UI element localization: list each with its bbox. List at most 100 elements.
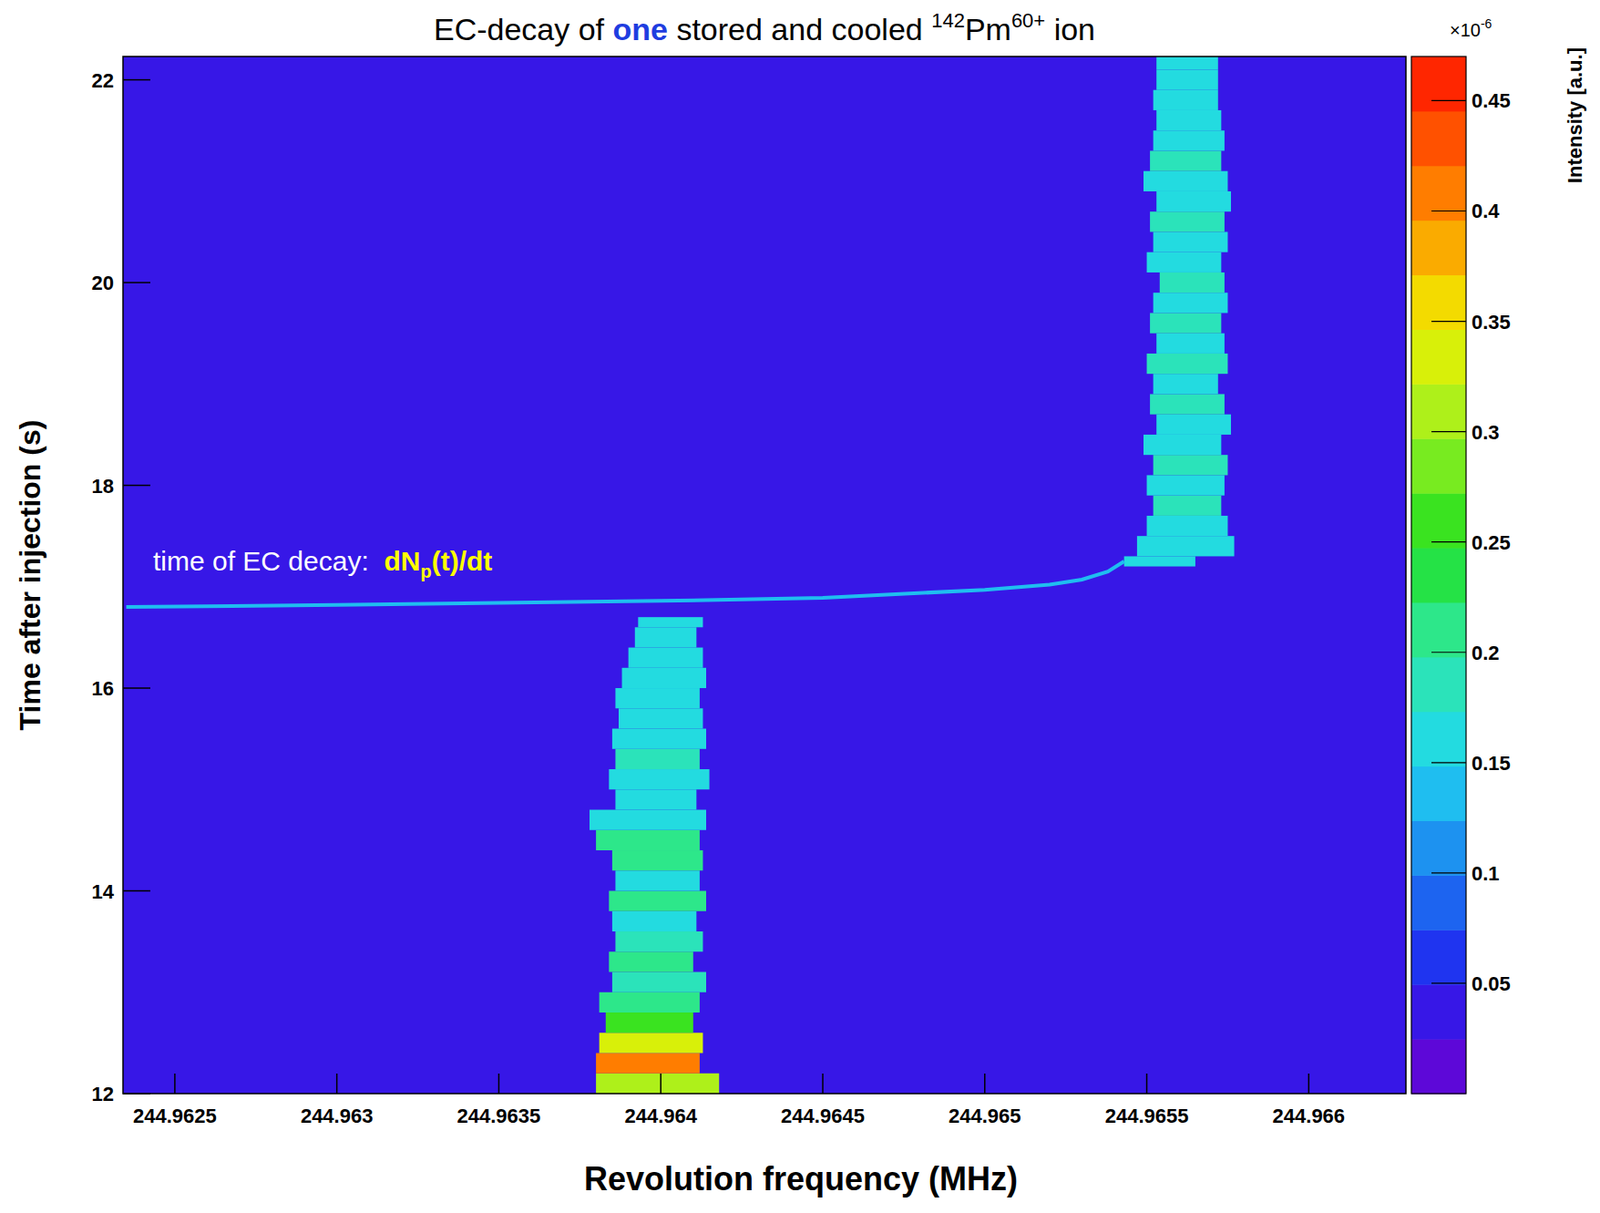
colorbar-tick-label: 0.05 bbox=[1471, 972, 1511, 995]
heat-cell bbox=[612, 911, 697, 932]
heat-cell bbox=[637, 616, 703, 627]
frame bbox=[123, 56, 1406, 1094]
colorbar-tick bbox=[1431, 320, 1467, 322]
colorbar-tick bbox=[1431, 761, 1467, 763]
x-tick bbox=[1308, 1073, 1311, 1094]
x-tick-label: 244.9625 bbox=[133, 1104, 217, 1128]
colorbar-tick-label: 0.25 bbox=[1471, 531, 1511, 554]
heat-cell bbox=[1147, 515, 1229, 536]
y-tick bbox=[123, 484, 151, 487]
x-tick-label: 244.9645 bbox=[780, 1104, 865, 1128]
heat-cell bbox=[608, 951, 693, 972]
colorbar-band bbox=[1411, 275, 1467, 330]
annotation: time of EC decay: dNp(t)/dt bbox=[153, 545, 493, 582]
x-tick bbox=[659, 1073, 662, 1094]
annotation-label: time of EC decay: bbox=[153, 545, 384, 576]
heat-cell bbox=[1143, 171, 1228, 192]
annotation-formula: (t)/dt bbox=[431, 545, 493, 576]
title-part: Pm bbox=[964, 11, 1012, 47]
heat-cell bbox=[605, 1012, 694, 1033]
y-tick bbox=[123, 79, 151, 82]
heat-cell bbox=[612, 972, 707, 993]
colorbar-tick bbox=[1431, 430, 1467, 432]
heat-cell bbox=[1153, 231, 1229, 252]
y-tick-label: 20 bbox=[92, 271, 114, 295]
x-tick bbox=[498, 1073, 501, 1094]
heat-cell bbox=[1137, 535, 1235, 556]
colorbar-tick-label: 0.15 bbox=[1471, 751, 1511, 775]
colorbar-tick bbox=[1431, 982, 1467, 984]
colorbar-band bbox=[1411, 929, 1467, 985]
background-cell bbox=[123, 56, 1406, 1094]
colorbar-tick-label: 0.4 bbox=[1471, 199, 1500, 223]
heat-cell bbox=[595, 1073, 719, 1094]
heat-cell bbox=[608, 769, 709, 790]
x-tick bbox=[821, 1073, 824, 1094]
colorbar-tick bbox=[1431, 100, 1467, 102]
colorbar-tick bbox=[1431, 210, 1467, 212]
colorbar-band bbox=[1411, 1038, 1467, 1094]
title: EC-decay of one stored and cooled 142Pm6… bbox=[433, 9, 1096, 47]
y-tick-label: 18 bbox=[92, 474, 114, 498]
heat-cell bbox=[1149, 312, 1221, 333]
colorbar-tick-label: 0.35 bbox=[1471, 310, 1511, 334]
x-tick-label: 244.9635 bbox=[457, 1104, 542, 1128]
y-tick-label: 14 bbox=[92, 880, 115, 903]
chart: EC-decay of one stored and cooled 142Pm6… bbox=[0, 0, 1600, 1213]
heat-cell bbox=[1147, 474, 1225, 495]
title-part: stored and cooled bbox=[667, 11, 932, 47]
heat-cell bbox=[1159, 272, 1225, 293]
colorbar-band bbox=[1411, 492, 1467, 548]
colorbar-band bbox=[1411, 383, 1467, 439]
colorbar-tick-label: 0.1 bbox=[1471, 861, 1500, 885]
heat-cell bbox=[1156, 69, 1219, 90]
colorbar-band bbox=[1411, 874, 1467, 930]
heat-cell bbox=[1149, 211, 1225, 232]
title-part: EC-decay of bbox=[433, 11, 614, 47]
heat-cell bbox=[1147, 252, 1222, 273]
x-tick bbox=[174, 1073, 176, 1094]
heat-cell bbox=[599, 992, 700, 1013]
heat-cell bbox=[1153, 292, 1229, 313]
colorbar-frame bbox=[1411, 56, 1467, 1094]
heat-cell bbox=[1153, 130, 1225, 151]
colorbar-band bbox=[1411, 165, 1467, 221]
colorbar-tick bbox=[1431, 651, 1467, 653]
heat-cell bbox=[1149, 393, 1225, 414]
colorbar-band bbox=[1411, 56, 1467, 112]
annotation-formula: dN bbox=[383, 545, 421, 576]
colorbar-band bbox=[1411, 820, 1467, 876]
heat-cell bbox=[612, 850, 704, 871]
heat-cell bbox=[1153, 495, 1222, 516]
colorbar-tick-label: 0.3 bbox=[1471, 420, 1500, 444]
colorbar-title: Intensity [a.u.] bbox=[1563, 47, 1587, 184]
heat-cell bbox=[615, 789, 697, 810]
y-tick-label: 16 bbox=[92, 676, 114, 700]
y-axis-title: Time after injection (s) bbox=[13, 420, 47, 731]
plot-area bbox=[123, 56, 1406, 1094]
heat-cell bbox=[618, 707, 703, 729]
y-tick bbox=[123, 1092, 151, 1095]
colorbar-scale-base: ×10 bbox=[1449, 20, 1481, 41]
colorbar-scale-exp: -6 bbox=[1480, 16, 1493, 31]
heat-cell bbox=[599, 1032, 704, 1053]
heat-cell bbox=[1156, 56, 1219, 70]
heat-cell bbox=[1153, 90, 1219, 111]
colorbar-band bbox=[1411, 656, 1467, 712]
x-tick-label: 244.965 bbox=[948, 1104, 1022, 1128]
heat-cell bbox=[615, 931, 703, 952]
heat-cell bbox=[1156, 333, 1225, 354]
heat-cell bbox=[1153, 373, 1219, 394]
x-tick bbox=[984, 1073, 986, 1094]
heat-cell bbox=[1149, 150, 1221, 171]
heat-cell bbox=[1153, 454, 1229, 475]
colorbar-scale: ×10-6 bbox=[1449, 16, 1493, 41]
x-tick-label: 244.9655 bbox=[1105, 1104, 1190, 1128]
heat-cell bbox=[608, 891, 707, 912]
colorbar-tick-label: 0.45 bbox=[1471, 89, 1511, 113]
heat-cell bbox=[589, 810, 707, 831]
colorbar-band bbox=[1411, 984, 1467, 1039]
heat-cell bbox=[1156, 191, 1231, 212]
colorbar-band bbox=[1411, 766, 1467, 821]
colorbar-tick-label: 0.2 bbox=[1471, 641, 1500, 665]
